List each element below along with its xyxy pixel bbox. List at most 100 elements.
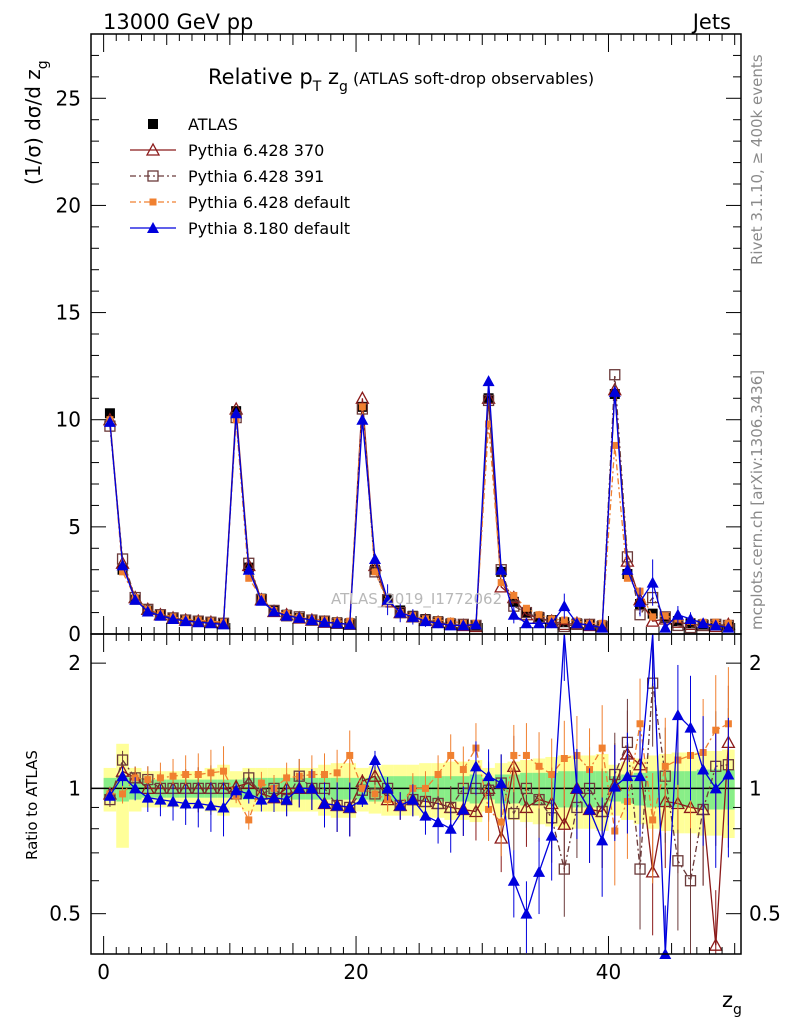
data-point <box>444 619 457 631</box>
ratio-point <box>245 816 253 824</box>
data-point <box>245 574 253 582</box>
data-point <box>495 563 508 575</box>
ratio-point <box>634 863 646 875</box>
y-tick-label: 15 <box>56 301 81 325</box>
ratio-point <box>708 937 723 951</box>
ratio-point <box>333 769 341 777</box>
ratio-line <box>109 723 729 834</box>
ratio-point <box>367 768 383 782</box>
data-point <box>659 621 672 633</box>
data-point <box>242 563 255 575</box>
ratio-point <box>141 791 154 803</box>
ratio-point <box>482 770 495 782</box>
ratio-point <box>495 777 508 789</box>
legend-label: Pythia 8.180 default <box>188 219 350 238</box>
ratio-point <box>583 803 596 815</box>
xlabel-sub: g <box>733 1002 742 1018</box>
ratio-point <box>510 751 518 759</box>
ratio-point <box>217 801 230 813</box>
data-point <box>645 613 660 627</box>
y-tick-label: 10 <box>56 408 81 432</box>
data-point <box>611 441 619 449</box>
ratio-point <box>649 816 657 824</box>
ratio-point <box>343 801 356 813</box>
data-point <box>545 617 558 629</box>
data-point <box>268 605 281 617</box>
data-point <box>497 579 505 587</box>
ratio-point <box>280 793 293 805</box>
ratio-frame <box>90 633 742 955</box>
ratio-point <box>283 774 291 782</box>
data-point <box>684 613 697 624</box>
ratio-point <box>293 782 306 794</box>
data-point <box>432 617 445 629</box>
ratio-point <box>621 770 634 782</box>
y-tick-label: 5 <box>68 515 81 539</box>
ratio-point <box>318 797 331 809</box>
data-point <box>419 615 432 627</box>
ratio-point <box>661 762 669 770</box>
ratio-point <box>346 751 354 759</box>
ratio-point <box>129 782 142 794</box>
data-point <box>217 618 230 630</box>
data-point <box>482 394 495 407</box>
ratio-point <box>179 797 192 809</box>
x-tick-label: 0 <box>97 960 110 984</box>
ratio-point <box>697 763 710 775</box>
data-point <box>457 619 470 631</box>
data-point <box>116 559 129 571</box>
ratio-point <box>459 766 467 774</box>
ratio-point <box>406 793 419 805</box>
main-y-axis: 0 5 10 15 20 25 <box>56 33 741 646</box>
xlabel-text: z <box>722 988 733 1012</box>
ratio-point <box>548 771 556 779</box>
data-point <box>255 594 268 606</box>
x-tick-label: 40 <box>596 960 621 984</box>
data-point <box>469 618 482 630</box>
data-point <box>521 607 532 618</box>
x-tick-label: 20 <box>343 960 368 984</box>
ratio-point <box>444 822 457 834</box>
mcplots-label: mcplots.cern.ch [arXiv:1306.3436] <box>748 370 766 630</box>
legend: ATLAS Pythia 6.428 370 Pythia 6.428 391 Pyt… <box>130 115 350 238</box>
data-point <box>167 613 180 624</box>
data-point <box>482 375 495 387</box>
data-point <box>368 553 381 564</box>
data-point <box>520 617 533 629</box>
ratio-point <box>560 754 568 762</box>
ratio-point <box>242 787 255 799</box>
y-tick-label: 20 <box>56 193 81 217</box>
data-point <box>358 403 366 411</box>
x-axis-title: zg <box>722 988 742 1018</box>
ratio-point <box>320 771 328 779</box>
y-tick-label-right: 2 <box>749 651 762 675</box>
data-point <box>355 390 370 404</box>
ratio-point <box>457 803 470 815</box>
ratio-point <box>672 855 684 867</box>
ratio-series-4 <box>103 633 735 959</box>
data-point <box>230 407 243 419</box>
ratio-point <box>371 790 379 798</box>
data-point <box>204 617 217 629</box>
data-point <box>394 606 407 618</box>
process-label: Jets <box>691 10 731 34</box>
ratio-point <box>220 767 228 775</box>
ratio-plot-body <box>91 633 741 959</box>
data-point <box>709 619 722 631</box>
data-point <box>671 608 684 620</box>
data-point <box>508 596 519 607</box>
ratio-point <box>533 865 546 877</box>
watermark: ATLAS_2019_I1772062 <box>331 590 502 609</box>
data-point <box>293 611 306 623</box>
ratio-point <box>636 720 644 728</box>
ratio-line <box>109 683 729 883</box>
data-point <box>381 593 394 605</box>
ratio-point <box>596 834 609 846</box>
ratio-y-axis: 0.5 0.5 1 1 2 2 <box>49 651 781 955</box>
ratio-point <box>394 799 407 811</box>
ratio-point <box>119 790 127 798</box>
data-point <box>356 413 369 425</box>
ratio-point <box>116 770 129 782</box>
